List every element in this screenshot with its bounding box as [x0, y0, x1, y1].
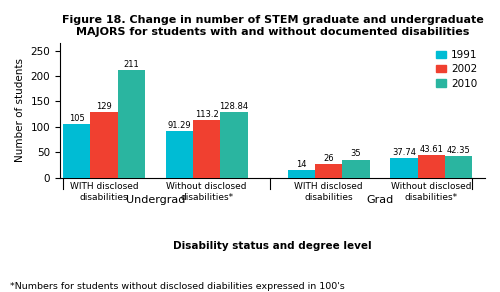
X-axis label: Disability status and degree level: Disability status and degree level: [173, 241, 372, 251]
Legend: 1991, 2002, 2010: 1991, 2002, 2010: [434, 48, 480, 91]
Bar: [118, 70, 145, 178]
Bar: [315, 164, 342, 178]
Text: *Numbers for students without disclosed diabilities expressed in 100's: *Numbers for students without disclosed …: [10, 282, 345, 291]
Bar: [166, 131, 193, 178]
Text: 37.74: 37.74: [392, 148, 416, 157]
Bar: [193, 120, 220, 178]
Text: 105: 105: [69, 114, 84, 123]
Y-axis label: Number of students: Number of students: [15, 58, 25, 162]
Text: 43.61: 43.61: [420, 145, 443, 154]
Text: 128.84: 128.84: [220, 102, 248, 111]
Text: 26: 26: [324, 154, 334, 163]
Bar: [63, 124, 90, 178]
Text: Undergrad: Undergrad: [126, 195, 185, 205]
Bar: [390, 158, 417, 178]
Bar: [418, 155, 445, 178]
Bar: [342, 160, 369, 178]
Text: 35: 35: [350, 149, 362, 158]
Text: 42.35: 42.35: [446, 145, 470, 154]
Text: Grad: Grad: [366, 195, 394, 205]
Title: Figure 18. Change in number of STEM graduate and undergraduate
MAJORS for studen: Figure 18. Change in number of STEM grad…: [62, 15, 484, 36]
Text: 113.2: 113.2: [194, 110, 218, 119]
Bar: [90, 112, 118, 178]
Text: 14: 14: [296, 160, 306, 169]
Bar: [445, 156, 472, 178]
Bar: [288, 171, 315, 178]
Text: 211: 211: [124, 60, 139, 69]
Bar: [220, 112, 248, 178]
Text: 91.29: 91.29: [168, 121, 191, 130]
Text: 129: 129: [96, 102, 112, 110]
